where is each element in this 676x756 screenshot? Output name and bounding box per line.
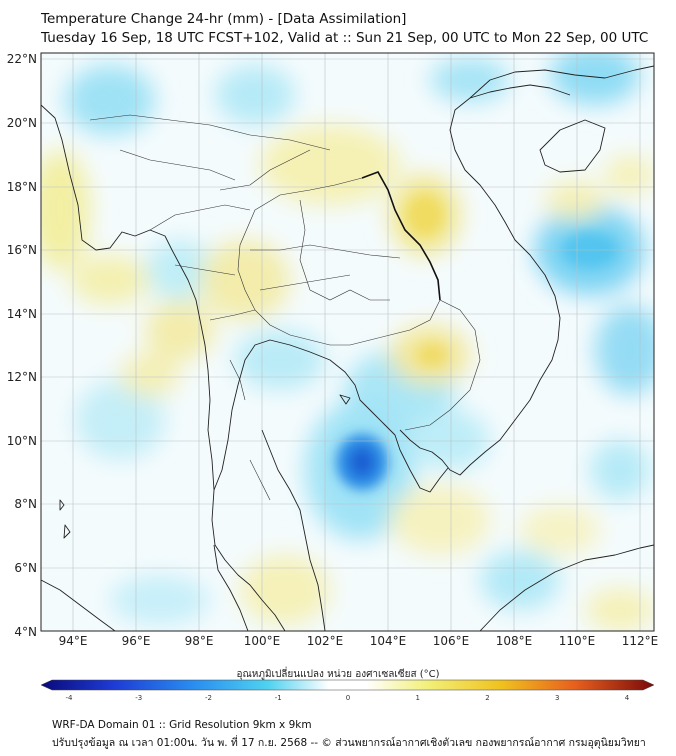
colorbar-tick-label: -4 — [66, 694, 74, 702]
plot-frame — [40, 52, 655, 632]
lon-label: 102°E — [307, 634, 344, 648]
lat-label: 20°N — [7, 116, 37, 130]
lon-label: 108°E — [496, 634, 533, 648]
colorbar-ramp — [40, 679, 655, 691]
lon-label: 96°E — [122, 634, 151, 648]
lat-label: 12°N — [7, 370, 37, 384]
coastlines — [41, 65, 654, 631]
lon-label: 112°E — [622, 634, 659, 648]
lat-label: 10°N — [7, 434, 37, 448]
colorbar-tick-label: -3 — [135, 694, 142, 702]
lat-label: 18°N — [7, 180, 37, 194]
colorbar-tick-label: 3 — [555, 694, 559, 702]
colorbar: -4 -3 -2 -1 0 1 2 3 4 — [40, 679, 655, 702]
lat-label: 6°N — [14, 561, 37, 575]
temperature-field — [41, 53, 654, 631]
lon-label: 110°E — [559, 634, 596, 648]
colorbar-tick-label: -2 — [205, 694, 212, 702]
lat-label: 4°N — [14, 625, 37, 639]
lon-label: 100°E — [244, 634, 281, 648]
colorbar-title: อุณหภูมิเปลี่ยนแปลง หน่วย องศาเซลเซียส (… — [236, 669, 440, 680]
lat-label: 8°N — [14, 497, 37, 511]
lat-axis: 22°N 20°N 18°N 16°N 14°N 12°N 10°N 8°N 6… — [7, 52, 37, 639]
colorbar-tick-label: -1 — [275, 694, 282, 702]
footer-update-info: ปรับปรุงข้อมูล ณ เวลา 01:00น. วัน พ. ที่… — [52, 737, 646, 749]
lon-label: 94°E — [59, 634, 88, 648]
gridlines — [41, 53, 654, 631]
lon-axis: 94°E 96°E 98°E 100°E 102°E 104°E 106°E 1… — [59, 634, 659, 648]
mekong-border — [361, 171, 441, 301]
lat-label: 14°N — [7, 307, 37, 321]
map-subtitle: Tuesday 16 Sep, 18 UTC FCST+102, Valid a… — [41, 30, 649, 46]
colorbar-tick-label: 1 — [416, 694, 420, 702]
colorbar-tick-label: 0 — [346, 694, 350, 702]
lon-label: 98°E — [185, 634, 214, 648]
lat-label: 16°N — [7, 243, 37, 257]
lon-label: 106°E — [433, 634, 470, 648]
lon-label: 104°E — [370, 634, 407, 648]
lat-label: 22°N — [7, 52, 37, 66]
colorbar-tick-label: 2 — [485, 694, 489, 702]
colorbar-tick-label: 4 — [625, 694, 630, 702]
map-title: Temperature Change 24-hr (mm) - [Data As… — [41, 11, 407, 27]
footer-model-info: WRF-DA Domain 01 :: Grid Resolution 9km … — [52, 719, 312, 731]
